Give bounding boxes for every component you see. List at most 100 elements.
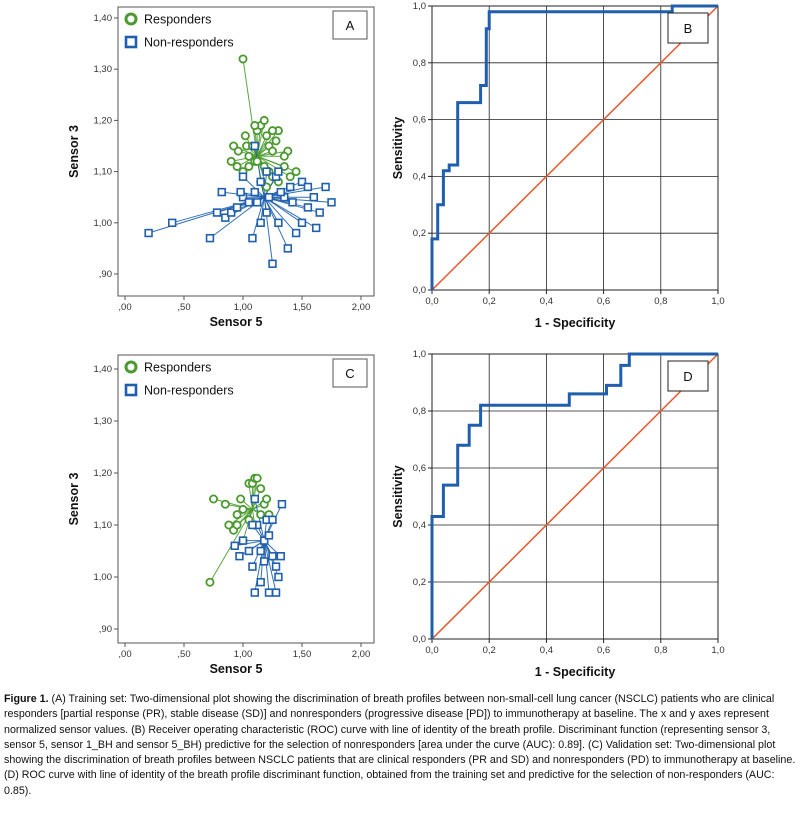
y-axis-label: Sensor 3 xyxy=(67,125,81,178)
y-tick-label: 1,0 xyxy=(413,349,426,360)
centroid-spoke xyxy=(263,196,317,229)
panel-label: D xyxy=(683,369,692,384)
non-responder-point xyxy=(238,536,248,545)
non-responder-point xyxy=(227,208,236,217)
y-tick-label: 1,30 xyxy=(94,416,113,427)
y-axis-label: Sensitivity xyxy=(391,465,405,528)
centroid-spoke xyxy=(242,509,253,541)
y-tick-label: 0,8 xyxy=(413,406,426,417)
responder-point xyxy=(262,494,272,504)
responder-point xyxy=(252,473,262,483)
legend-non-responders-label: Non-responders xyxy=(144,36,234,50)
non-responder-point xyxy=(244,198,254,207)
x-tick-label: ,50 xyxy=(177,649,190,660)
figure-panels: ,90 1,00 1,10 1,20 1,30 1,40 ,00 ,50 1,00 1,50 2,0… xyxy=(67,1,725,679)
centroid-spoke xyxy=(263,540,277,593)
non-responder-point xyxy=(260,536,269,545)
x-axis-label: 1 - Specificity xyxy=(535,665,616,679)
x-tick-label: 0,6 xyxy=(597,645,610,656)
responder-point xyxy=(252,156,262,166)
y-tick-label: 1,40 xyxy=(94,13,113,24)
roc-curve xyxy=(430,352,718,639)
responder-point xyxy=(291,167,301,177)
figure-caption: Figure 1. (A) Training set: Two-dimensio… xyxy=(0,692,800,799)
legend-responders-marker xyxy=(124,360,138,374)
x-tick-label: 0,6 xyxy=(597,296,610,307)
x-tick-label: 0,0 xyxy=(425,296,438,307)
x-tick-label: 2,00 xyxy=(352,649,371,660)
responder-point xyxy=(236,494,246,504)
x-tick-label: 0,2 xyxy=(483,645,496,656)
non-responder-point xyxy=(244,546,254,556)
non-responder-point xyxy=(262,167,271,176)
plot-frame xyxy=(117,354,375,644)
non-responder-point xyxy=(238,172,248,181)
non-responder-point xyxy=(321,182,330,192)
y-tick-label: ,90 xyxy=(99,624,112,635)
responder-point xyxy=(256,484,266,494)
legend-responders-label: Responders xyxy=(144,13,211,27)
legend-non-responders-label: Non-responders xyxy=(144,384,234,398)
x-axis-label: Sensor 5 xyxy=(210,315,263,329)
panel-d: 0,00,0 0,2 0,2 0,4 0,4 0,6 0,6 0,8 0,8 1,0 1,0 1 - … xyxy=(391,349,725,679)
y-tick-label: 0,4 xyxy=(413,520,426,531)
legend-non-responders-marker xyxy=(124,35,138,49)
panel-label: B xyxy=(684,21,693,36)
caption-title: Figure 1. xyxy=(4,693,49,705)
centroid-spoke xyxy=(254,498,265,541)
centroid-spoke xyxy=(263,197,273,264)
plot-frame xyxy=(117,6,375,297)
non-responder-point xyxy=(274,572,283,582)
responder-point xyxy=(233,146,243,156)
panel-a: ,90 1,00 1,10 1,20 1,30 1,40 ,00 ,50 1,00 1,50 2,0… xyxy=(67,6,375,329)
x-tick-label: 0,4 xyxy=(540,645,553,656)
non-responder-point xyxy=(311,223,321,233)
non-responder-point xyxy=(221,213,230,222)
non-responder-point xyxy=(297,177,307,187)
responder-point xyxy=(232,520,242,530)
y-tick-label: 0,0 xyxy=(413,285,426,296)
centroid-spoke xyxy=(256,155,291,178)
non-responder-point xyxy=(268,551,277,561)
non-responder-point xyxy=(327,198,336,207)
responder-point xyxy=(285,172,295,182)
non-responder-point xyxy=(274,218,283,227)
panel-label-box xyxy=(667,360,709,392)
responder-point xyxy=(267,146,277,156)
non-responder-point xyxy=(250,588,259,597)
x-tick-label: ,00 xyxy=(118,649,131,660)
x-tick-label: 0,0 xyxy=(425,645,438,656)
non-responder-point xyxy=(277,499,287,509)
responder-point xyxy=(208,494,218,504)
non-responder-point xyxy=(297,218,307,227)
legend-responders-marker xyxy=(124,12,138,26)
responder-point xyxy=(232,510,242,520)
non-responder-point xyxy=(168,218,177,227)
non-responder-point xyxy=(248,520,257,530)
responder-point xyxy=(250,121,260,131)
non-responder-point xyxy=(274,167,283,176)
non-responder-point xyxy=(283,244,293,253)
y-tick-label: 1,0 xyxy=(413,1,426,12)
centroid-spoke xyxy=(256,155,297,173)
responder-point xyxy=(279,151,289,161)
y-tick-label: 1,00 xyxy=(94,572,113,583)
responder-point xyxy=(226,156,236,166)
identity-line xyxy=(431,5,719,291)
non-responder-point xyxy=(256,218,265,227)
y-tick-label: 1,20 xyxy=(94,115,113,126)
non-responder-point xyxy=(250,187,259,197)
y-tick-label: 0,2 xyxy=(413,228,426,239)
responder-point xyxy=(244,161,254,171)
x-tick-label: 1,0 xyxy=(711,645,724,656)
y-tick-label: 0,6 xyxy=(413,115,426,126)
y-axis-label: Sensitivity xyxy=(391,117,405,180)
non-responder-point xyxy=(271,562,281,571)
non-responder-point xyxy=(315,208,324,217)
y-tick-label: 1,40 xyxy=(94,364,113,375)
panel-b: 0,00,0 0,2 0,2 0,4 0,4 0,6 0,6 0,8 0,8 1,0 1,0 1 - … xyxy=(391,1,725,330)
non-responder-point xyxy=(309,193,318,202)
non-responder-point xyxy=(260,557,269,566)
y-tick-label: 1,10 xyxy=(94,167,113,178)
centroid-spoke xyxy=(225,503,253,510)
